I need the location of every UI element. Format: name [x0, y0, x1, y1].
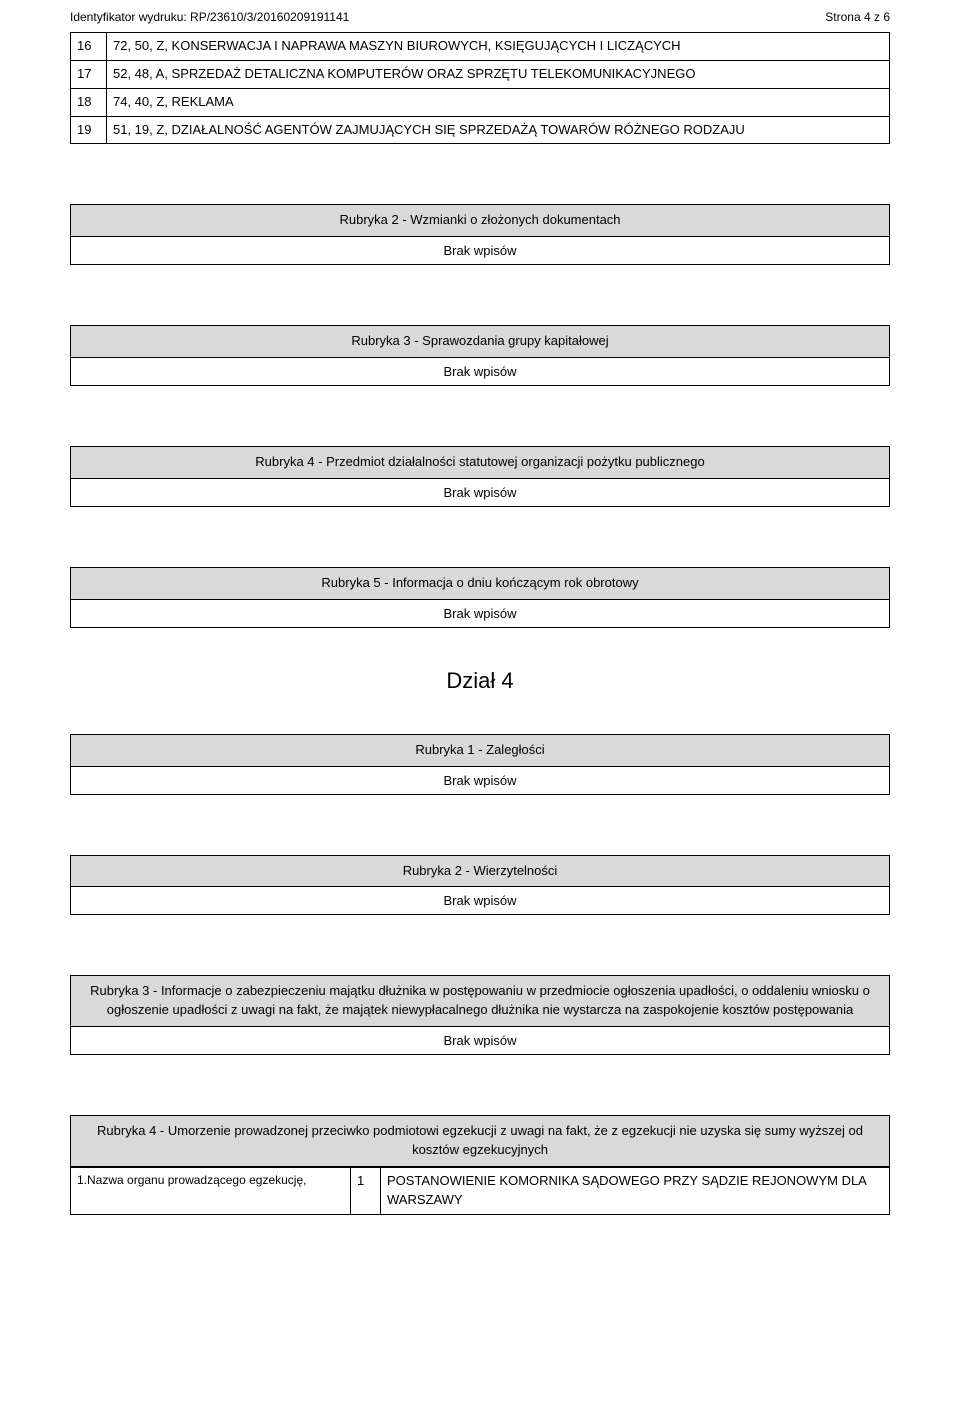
rubryka-3-title: Rubryka 3 - Sprawozdania grupy kapitałow… [71, 326, 889, 358]
d4-rubryka-3-body: Brak wpisów [71, 1027, 889, 1054]
rubryka-4-block: Rubryka 4 - Przedmiot działalności statu… [70, 446, 890, 507]
row-text: 72, 50, Z, KONSERWACJA I NAPRAWA MASZYN … [107, 33, 890, 61]
d4-rubryka-4-table: 1.Nazwa organu prowadzącego egzekucję, 1… [70, 1167, 890, 1215]
d4-rubryka-3-title: Rubryka 3 - Informacje o zabezpieczeniu … [71, 976, 889, 1027]
rubryka-5-title: Rubryka 5 - Informacja o dniu kończącym … [71, 568, 889, 600]
row-text: 74, 40, Z, REKLAMA [107, 88, 890, 116]
row-number: 16 [71, 33, 107, 61]
d4-rubryka-1-block: Rubryka 1 - Zaległości Brak wpisów [70, 734, 890, 795]
table-row: 19 51, 19, Z, DZIAŁALNOŚĆ AGENTÓW ZAJMUJ… [71, 116, 890, 144]
d4-rubryka-1-body: Brak wpisów [71, 767, 889, 794]
rubryka-2-body: Brak wpisów [71, 237, 889, 264]
d4-rubryka-2-title: Rubryka 2 - Wierzytelności [71, 856, 889, 888]
row-text: 51, 19, Z, DZIAŁALNOŚĆ AGENTÓW ZAJMUJĄCY… [107, 116, 890, 144]
d4-rubryka-4-title: Rubryka 4 - Umorzenie prowadzonej przeci… [71, 1116, 889, 1166]
d4-rubryka-4-block: Rubryka 4 - Umorzenie prowadzonej przeci… [70, 1115, 890, 1167]
row-text: 52, 48, A, SPRZEDAŻ DETALICZNA KOMPUTERÓ… [107, 60, 890, 88]
activities-table: 16 72, 50, Z, KONSERWACJA I NAPRAWA MASZ… [70, 32, 890, 144]
r4-row-value: POSTANOWIENIE KOMORNIKA SĄDOWEGO PRZY SĄ… [381, 1167, 890, 1214]
table-row: 1.Nazwa organu prowadzącego egzekucję, 1… [71, 1167, 890, 1214]
rubryka-4-body: Brak wpisów [71, 479, 889, 506]
rubryka-3-body: Brak wpisów [71, 358, 889, 385]
d4-rubryka-1-title: Rubryka 1 - Zaległości [71, 735, 889, 767]
page-number: Strona 4 z 6 [825, 10, 890, 24]
rubryka-2-block: Rubryka 2 - Wzmianki o złożonych dokumen… [70, 204, 890, 265]
table-row: 16 72, 50, Z, KONSERWACJA I NAPRAWA MASZ… [71, 33, 890, 61]
table-row: 17 52, 48, A, SPRZEDAŻ DETALICZNA KOMPUT… [71, 60, 890, 88]
d4-rubryka-3-block: Rubryka 3 - Informacje o zabezpieczeniu … [70, 975, 890, 1055]
row-number: 17 [71, 60, 107, 88]
print-header: Identyfikator wydruku: RP/23610/3/201602… [70, 10, 890, 24]
d4-rubryka-2-block: Rubryka 2 - Wierzytelności Brak wpisów [70, 855, 890, 916]
rubryka-4-title: Rubryka 4 - Przedmiot działalności statu… [71, 447, 889, 479]
rubryka-2-title: Rubryka 2 - Wzmianki o złożonych dokumen… [71, 205, 889, 237]
d4-rubryka-2-body: Brak wpisów [71, 887, 889, 914]
row-number: 18 [71, 88, 107, 116]
rubryka-5-body: Brak wpisów [71, 600, 889, 627]
rubryka-3-block: Rubryka 3 - Sprawozdania grupy kapitałow… [70, 325, 890, 386]
section-dzial-4: Dział 4 [70, 668, 890, 694]
row-number: 19 [71, 116, 107, 144]
table-row: 18 74, 40, Z, REKLAMA [71, 88, 890, 116]
r4-row-index: 1 [351, 1167, 381, 1214]
print-identifier: Identyfikator wydruku: RP/23610/3/201602… [70, 10, 349, 24]
rubryka-5-block: Rubryka 5 - Informacja o dniu kończącym … [70, 567, 890, 628]
r4-row-label: 1.Nazwa organu prowadzącego egzekucję, [71, 1167, 351, 1214]
